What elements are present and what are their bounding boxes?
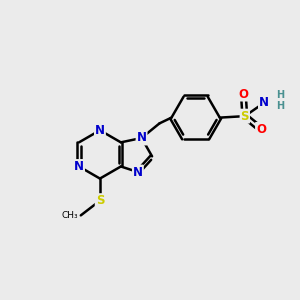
Text: S: S [96,194,104,207]
Text: H: H [276,101,284,111]
Text: CH₃: CH₃ [62,211,78,220]
Text: N: N [95,124,105,137]
Text: N: N [136,131,147,145]
Text: O: O [256,123,266,136]
Text: H: H [276,90,284,100]
Text: N: N [133,166,143,178]
Text: N: N [259,96,269,110]
Text: O: O [238,88,248,100]
Text: N: N [74,160,84,173]
Text: S: S [241,110,249,123]
